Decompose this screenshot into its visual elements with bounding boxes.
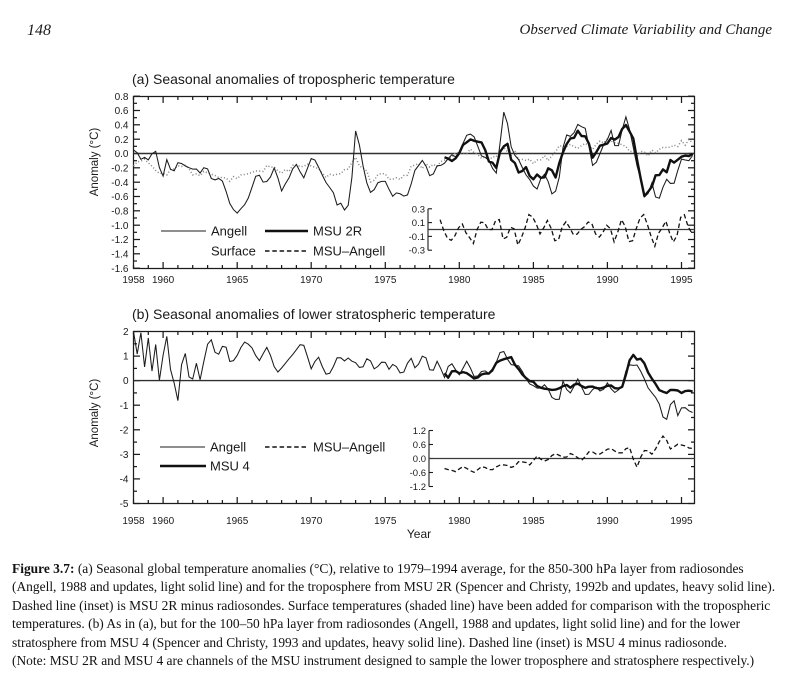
svg-text:1985: 1985: [522, 516, 545, 527]
svg-text:Surface: Surface: [211, 244, 256, 259]
svg-text:0.2: 0.2: [115, 135, 129, 146]
svg-text:-0.6: -0.6: [410, 468, 426, 479]
svg-text:-0.1: -0.1: [409, 232, 425, 243]
svg-text:-1.2: -1.2: [410, 482, 426, 493]
svg-text:-0.2: -0.2: [111, 163, 129, 174]
svg-text:1965: 1965: [226, 516, 249, 527]
svg-text:MSU 2R: MSU 2R: [313, 224, 362, 239]
svg-text:(b) Seasonal anomalies of lowe: (b) Seasonal anomalies of lower stratosp…: [132, 306, 496, 322]
svg-text:-0.6: -0.6: [111, 192, 129, 203]
svg-text:1975: 1975: [374, 516, 397, 527]
svg-text:-1: -1: [120, 401, 129, 412]
svg-text:1960: 1960: [152, 516, 175, 527]
svg-text:-1.4: -1.4: [111, 249, 129, 260]
svg-text:-1.2: -1.2: [111, 235, 129, 246]
svg-text:1960: 1960: [152, 275, 175, 286]
svg-text:1: 1: [123, 352, 129, 363]
svg-text:0.6: 0.6: [413, 440, 426, 451]
svg-text:1970: 1970: [300, 516, 323, 527]
svg-text:-1.6: -1.6: [111, 264, 129, 275]
svg-text:1958: 1958: [122, 275, 145, 286]
svg-text:1.2: 1.2: [413, 426, 426, 437]
svg-text:1995: 1995: [670, 275, 693, 286]
svg-text:1985: 1985: [522, 275, 545, 286]
svg-text:0.3: 0.3: [412, 204, 425, 215]
svg-text:0.6: 0.6: [115, 106, 129, 117]
svg-text:Year: Year: [407, 527, 431, 541]
svg-text:(a) Seasonal anomalies of trop: (a) Seasonal anomalies of tropospheric t…: [132, 71, 455, 87]
svg-text:-3: -3: [120, 450, 129, 461]
svg-text:1970: 1970: [300, 275, 323, 286]
svg-text:1995: 1995: [670, 516, 693, 527]
svg-text:0.8: 0.8: [115, 92, 129, 103]
svg-text:Anomaly (°C): Anomaly (°C): [89, 379, 101, 448]
svg-text:Angell: Angell: [211, 224, 247, 239]
svg-text:0.1: 0.1: [412, 218, 425, 229]
svg-text:MSU–Angell: MSU–Angell: [313, 244, 385, 259]
svg-text:1990: 1990: [596, 516, 619, 527]
svg-text:Anomaly (°C): Anomaly (°C): [89, 128, 101, 197]
svg-text:0.0: 0.0: [115, 149, 129, 160]
svg-text:-5: -5: [120, 499, 129, 510]
svg-text:-0.3: -0.3: [409, 246, 425, 257]
svg-text:-0.4: -0.4: [111, 178, 129, 189]
svg-text:MSU–Angell: MSU–Angell: [313, 440, 385, 455]
svg-text:1975: 1975: [374, 275, 397, 286]
svg-text:MSU 4: MSU 4: [210, 459, 250, 474]
svg-text:1965: 1965: [226, 275, 249, 286]
svg-text:-1.0: -1.0: [111, 221, 129, 232]
svg-text:-0.8: -0.8: [111, 206, 129, 217]
svg-text:-2: -2: [120, 425, 129, 436]
svg-text:1980: 1980: [448, 275, 471, 286]
svg-text:-4: -4: [120, 475, 129, 486]
svg-text:0.4: 0.4: [115, 120, 129, 131]
svg-text:1958: 1958: [122, 516, 145, 527]
svg-text:1980: 1980: [448, 516, 471, 527]
svg-text:2: 2: [123, 327, 129, 338]
svg-text:Angell: Angell: [210, 440, 246, 455]
svg-text:0.0: 0.0: [413, 454, 426, 465]
svg-text:1990: 1990: [596, 275, 619, 286]
svg-text:0: 0: [123, 376, 129, 387]
